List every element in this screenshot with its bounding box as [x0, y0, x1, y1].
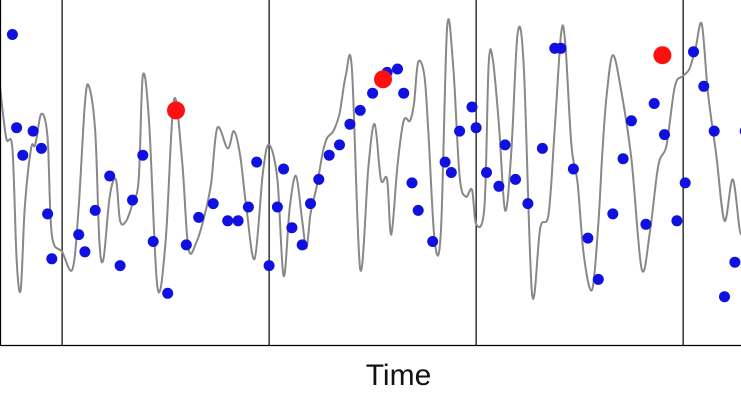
sample-point: [271, 201, 283, 213]
sample-point: [698, 80, 710, 92]
sample-point: [17, 149, 29, 161]
sample-point: [207, 198, 219, 210]
sample-point: [42, 208, 54, 220]
sample-point: [592, 273, 604, 285]
sample-point: [6, 29, 18, 40]
sample-point: [392, 63, 403, 75]
sample-point: [334, 139, 345, 151]
sample-point: [493, 180, 505, 192]
sample-point: [617, 153, 629, 165]
sample-point: [286, 222, 298, 234]
sample-point: [481, 167, 492, 178]
signal-curve-layer: [0, 18, 741, 300]
sample-point: [162, 287, 174, 299]
sample-point: [127, 194, 138, 206]
sample-point: [522, 198, 534, 210]
sample-point: [313, 173, 325, 185]
highlight-point: [374, 70, 392, 89]
sample-point: [679, 177, 691, 189]
sample-point: [263, 260, 275, 272]
sample-point: [11, 122, 23, 134]
sample-point: [222, 215, 234, 227]
sample-point: [89, 204, 101, 216]
sample-point: [708, 125, 720, 137]
sample-point: [555, 42, 567, 54]
sample-point: [323, 149, 335, 161]
sample-point: [445, 167, 457, 178]
sample-point: [296, 239, 308, 251]
sample-point: [582, 232, 594, 244]
sample-point: [671, 215, 683, 227]
sample-point: [79, 246, 91, 258]
sample-point: [73, 229, 85, 241]
sample-point: [719, 291, 730, 303]
sample-point: [536, 142, 548, 154]
sample-point: [147, 236, 159, 247]
sample-point: [367, 87, 379, 99]
segment-dividers: [61, 0, 684, 345]
sample-point: [729, 256, 741, 268]
sample-point: [251, 156, 263, 168]
sample-point: [567, 163, 579, 175]
sample-point: [27, 125, 39, 137]
sample-point: [46, 253, 58, 265]
sample-points-layer: [6, 29, 741, 303]
sample-point: [114, 260, 126, 272]
sample-point: [180, 239, 192, 251]
sample-point: [398, 87, 410, 99]
sample-point: [688, 46, 699, 58]
sample-point: [232, 215, 244, 227]
sample-point: [454, 125, 466, 137]
sample-point: [344, 118, 356, 130]
sample-point: [193, 211, 205, 223]
sample-point: [466, 101, 478, 113]
sample-point: [427, 236, 439, 247]
sample-point: [439, 156, 451, 168]
sample-point: [412, 204, 424, 216]
sample-point: [242, 201, 254, 213]
sample-point: [499, 139, 511, 151]
sample-point: [625, 115, 637, 127]
sample-point: [648, 98, 660, 109]
sample-point: [305, 198, 316, 210]
axes-frame: [0, 0, 741, 347]
sample-point: [659, 129, 670, 141]
signal-curve: [0, 18, 741, 300]
sample-point: [354, 104, 366, 116]
highlight-points-layer: [167, 46, 672, 120]
x-axis-label: Time: [365, 359, 432, 392]
sample-point: [137, 149, 149, 161]
sample-point: [640, 218, 652, 230]
sample-point: [104, 170, 116, 182]
sample-point: [278, 163, 290, 175]
highlight-point: [653, 46, 672, 65]
sample-point: [510, 173, 521, 185]
sample-point: [607, 208, 619, 220]
highlight-point: [167, 101, 185, 120]
sample-point: [35, 142, 47, 154]
sample-point: [470, 122, 482, 134]
sample-point: [406, 177, 418, 189]
